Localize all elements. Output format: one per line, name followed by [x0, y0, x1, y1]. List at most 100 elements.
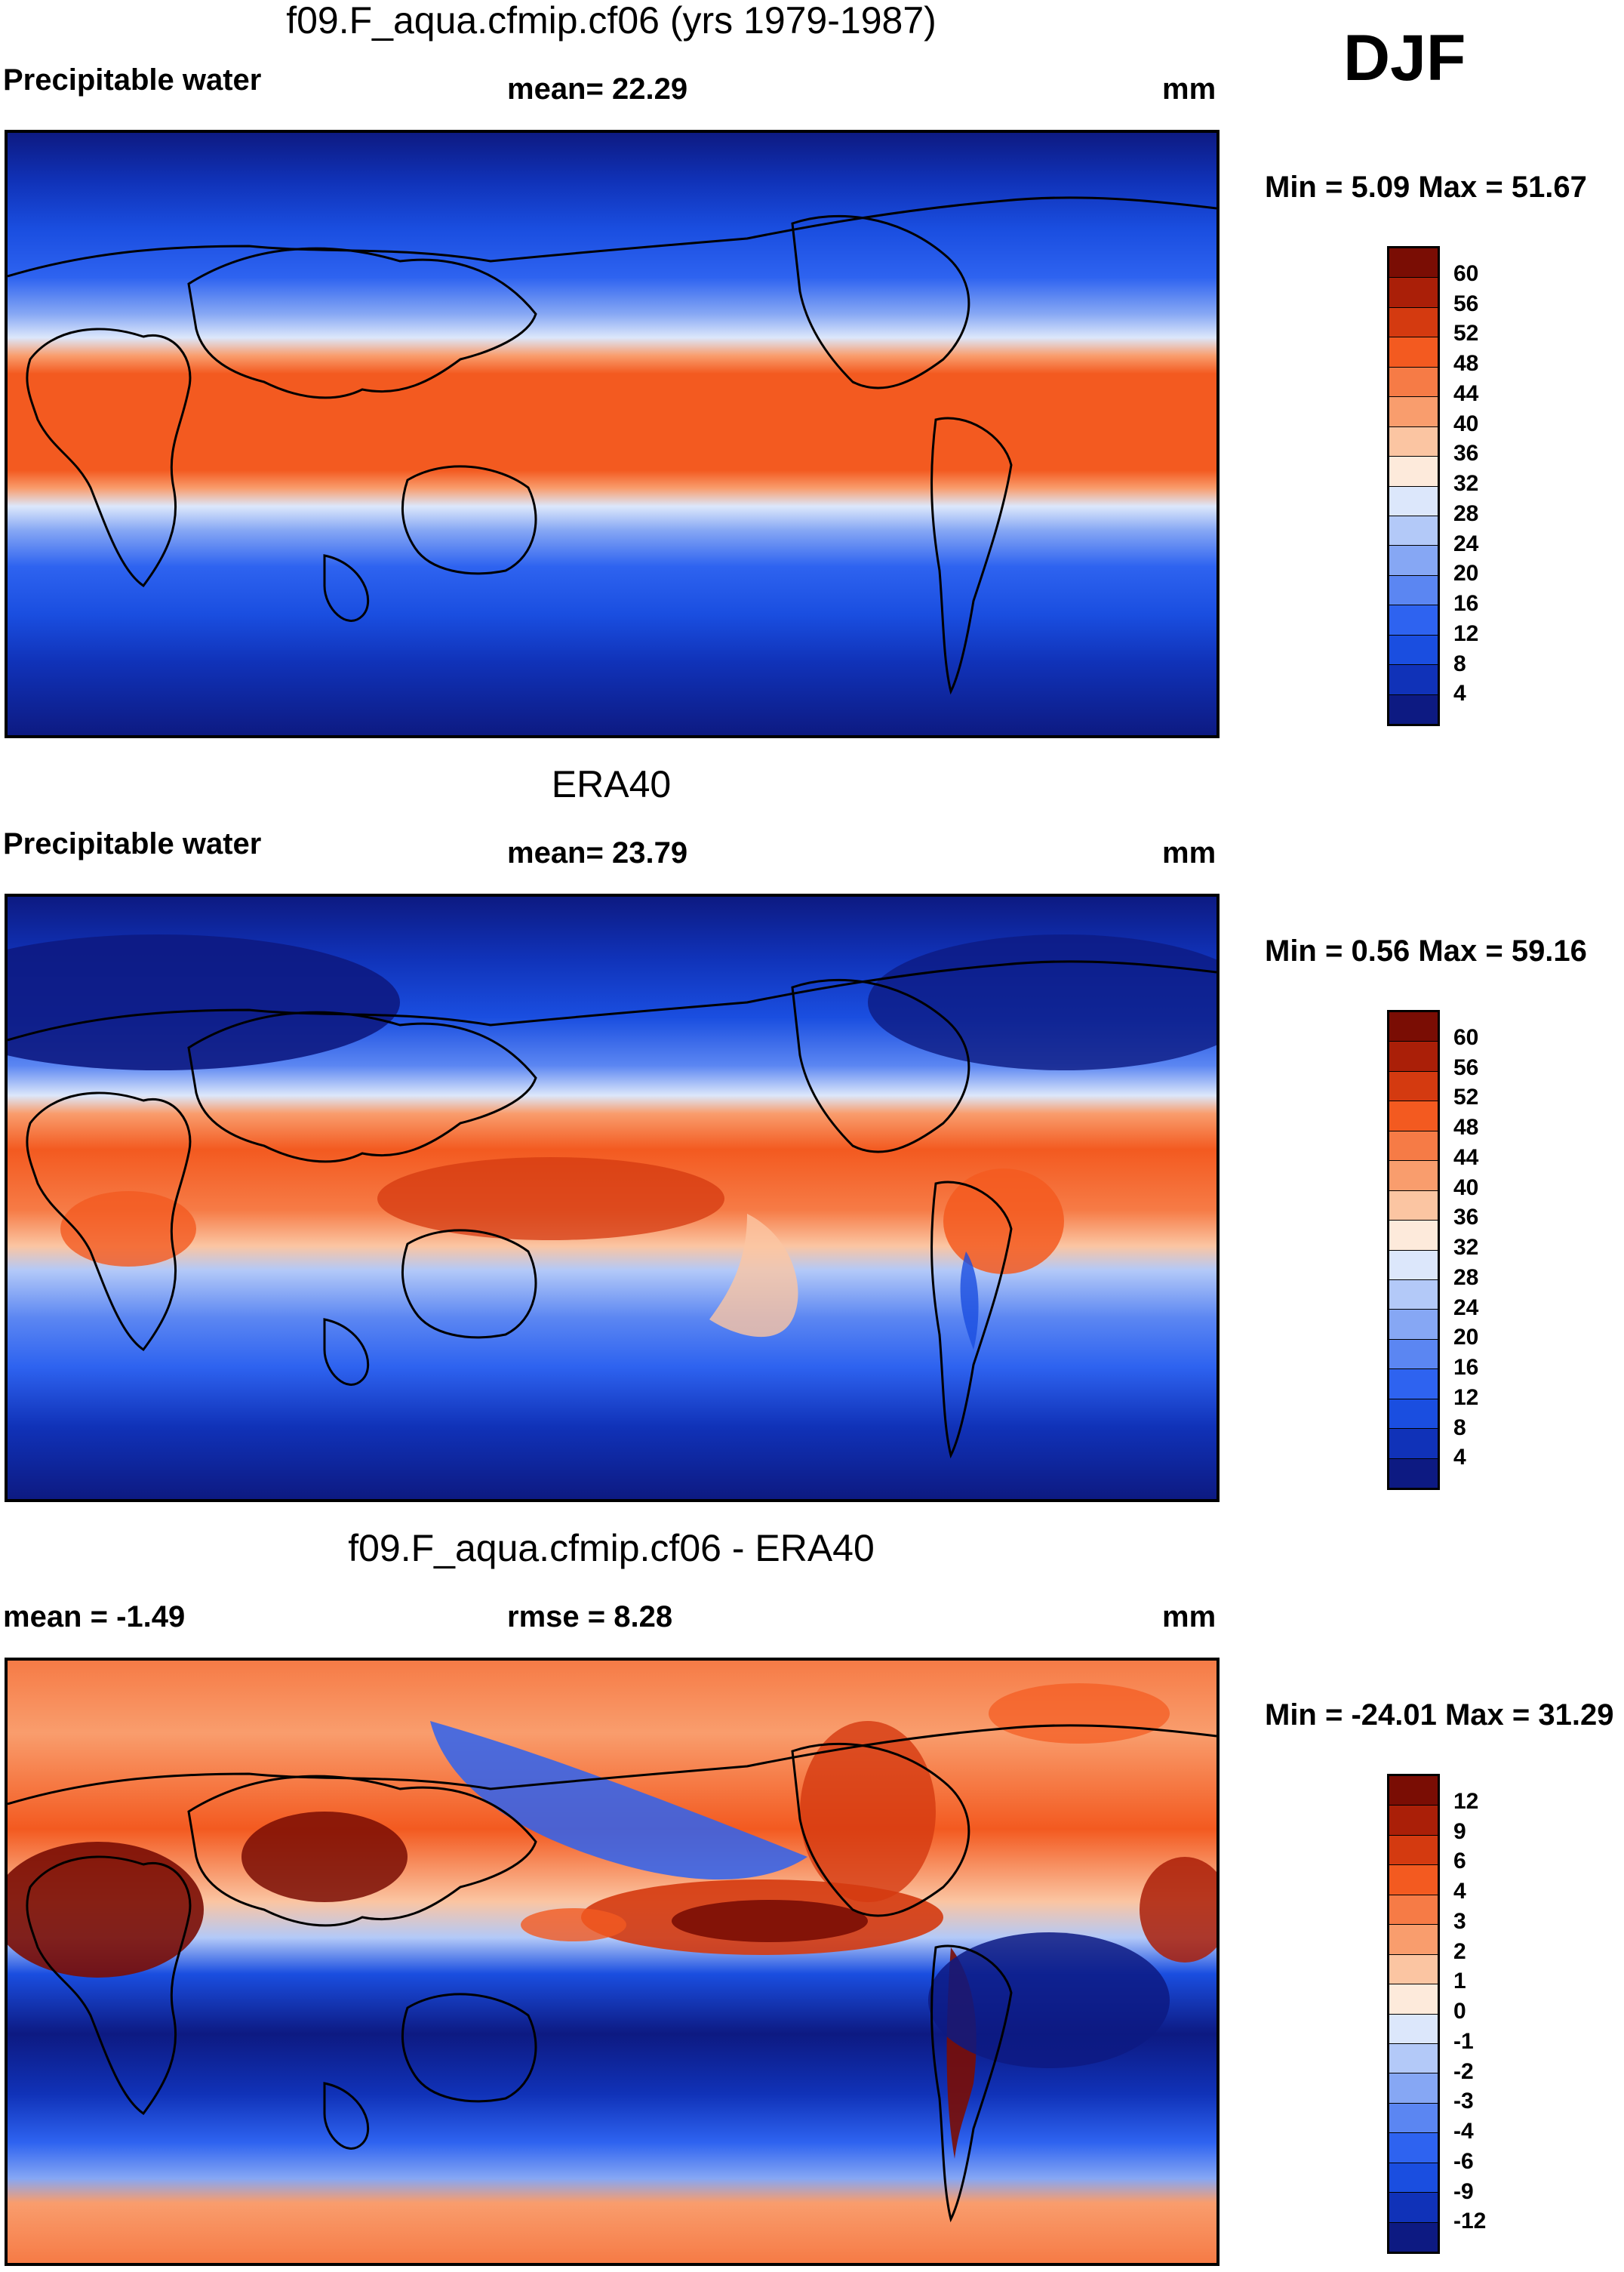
colorbar-segment	[1389, 278, 1438, 308]
panel-2-mean-label: mean= 23.79	[507, 836, 688, 870]
colorbar-segment	[1389, 1339, 1438, 1370]
panel-2-title: ERA40	[551, 763, 672, 805]
colorbar-tick-label: 28	[1453, 500, 1479, 526]
colorbar-tick-label: -4	[1453, 2119, 1474, 2144]
colorbar-segment	[1389, 337, 1438, 368]
colorbar-tick-label: -9	[1453, 2178, 1474, 2204]
panel-3-colorbar	[1387, 1774, 1440, 2254]
panel-2-colorbar	[1387, 1010, 1440, 1490]
colorbar-segment	[1389, 2193, 1438, 2223]
colorbar-tick-label: 12	[1453, 1384, 1479, 1410]
colorbar-segment	[1389, 516, 1438, 546]
colorbar-tick-label: 16	[1453, 591, 1479, 616]
colorbar-segment	[1389, 1954, 1438, 1985]
colorbar-tick-label: 48	[1453, 1115, 1479, 1140]
colorbar-segment	[1389, 1250, 1438, 1280]
colorbar-segment	[1389, 575, 1438, 606]
colorbar-tick-label: 24	[1453, 531, 1479, 556]
colorbar-segment	[1389, 2222, 1438, 2252]
colorbar-tick-label: -12	[1453, 2209, 1487, 2234]
colorbar-segment	[1389, 367, 1438, 398]
panel-3-map	[5, 1658, 1220, 2266]
colorbar-tick-label: 48	[1453, 351, 1479, 376]
colorbar-tick-label: 40	[1453, 411, 1479, 436]
colorbar-segment	[1389, 1865, 1438, 1895]
colorbar-tick-label: 40	[1453, 1174, 1479, 1200]
colorbar-segment	[1389, 2043, 1438, 2074]
colorbar-tick-label: 20	[1453, 561, 1479, 586]
panel-3-colorbar-labels: 12 9 6 4 3 2 1 0 -1 -2 -3 -4 -6 -9 -12	[1453, 1774, 1544, 2254]
colorbar-tick-label: -6	[1453, 2148, 1474, 2174]
colorbar-segment	[1389, 248, 1438, 279]
colorbar-tick-label: 12	[1453, 1788, 1479, 1814]
colorbar-tick-label: 56	[1453, 291, 1479, 316]
colorbar-tick-label: 60	[1453, 1024, 1479, 1050]
colorbar-segment	[1389, 546, 1438, 576]
panel-1-coastlines	[8, 196, 1216, 695]
panel-3-minmax-label: Min = -24.01 Max = 31.29	[1265, 1698, 1614, 1732]
panel-2-variable-label: Precipitable water	[3, 827, 262, 860]
colorbar-segment	[1389, 1806, 1438, 1836]
colorbar-segment	[1389, 2073, 1438, 2104]
colorbar-tick-label: 44	[1453, 380, 1479, 406]
colorbar-tick-label: 52	[1453, 321, 1479, 346]
colorbar-tick-label: -1	[1453, 2028, 1474, 2054]
colorbar-tick-label: 3	[1453, 1908, 1466, 1934]
colorbar-segment	[1389, 635, 1438, 666]
colorbar-tick-label: 44	[1453, 1144, 1479, 1170]
colorbar-tick-label: -2	[1453, 2058, 1474, 2084]
season-label: DJF	[1343, 22, 1466, 94]
colorbar-tick-label: 0	[1453, 1999, 1466, 2024]
colorbar-segment	[1389, 2103, 1438, 2134]
colorbar-segment	[1389, 1399, 1438, 1430]
colorbar-tick-label: 4	[1453, 1879, 1466, 1904]
panel-1-mean-label: mean= 22.29	[507, 72, 688, 106]
colorbar-tick-label: 2	[1453, 1938, 1466, 1964]
colorbar-tick-label: 8	[1453, 1415, 1466, 1440]
colorbar-tick-label: 36	[1453, 1205, 1479, 1230]
colorbar-tick-label: 16	[1453, 1355, 1479, 1380]
panel-2-colorbar-labels: 60 56 52 48 44 40 36 32 28 24 20 16 12 8 4	[1453, 1010, 1544, 1490]
colorbar-tick-label: 56	[1453, 1054, 1479, 1080]
colorbar-segment	[1389, 1012, 1438, 1042]
colorbar-segment	[1389, 1101, 1438, 1131]
panel-3-rmse-label: rmse = 8.28	[507, 1600, 673, 1633]
panel-2-units-label: mm	[1162, 836, 1216, 870]
colorbar-segment	[1389, 426, 1438, 457]
colorbar-segment	[1389, 307, 1438, 338]
colorbar-segment	[1389, 1042, 1438, 1072]
colorbar-tick-label: 12	[1453, 620, 1479, 646]
colorbar-tick-label: 36	[1453, 441, 1479, 466]
colorbar-tick-label: 28	[1453, 1264, 1479, 1290]
colorbar-segment	[1389, 1429, 1438, 1459]
colorbar-segment	[1389, 1310, 1438, 1340]
panel-1-variable-label: Precipitable water	[3, 63, 262, 97]
colorbar-tick-label: 32	[1453, 1235, 1479, 1260]
panel-3-mean-label: mean = -1.49	[3, 1600, 186, 1633]
colorbar-segment	[1389, 1984, 1438, 2015]
colorbar-segment	[1389, 1925, 1438, 1955]
colorbar-tick-label: -3	[1453, 2089, 1474, 2114]
colorbar-tick-label: 8	[1453, 651, 1466, 676]
panel-1-title: f09.F_aqua.cfmip.cf06 (yrs 1979-1987)	[286, 0, 937, 42]
panel-1-colorbar-labels: 60 56 52 48 44 40 36 32 28 24 20 16 12 8 4	[1453, 246, 1544, 726]
colorbar-segment	[1389, 605, 1438, 636]
colorbar-tick-label: 32	[1453, 471, 1479, 496]
colorbar-segment	[1389, 1279, 1438, 1310]
panel-1-minmax-label: Min = 5.09 Max = 51.67	[1265, 171, 1587, 204]
colorbar-segment	[1389, 2163, 1438, 2193]
colorbar-tick-label: 4	[1453, 1445, 1466, 1470]
colorbar-segment	[1389, 1776, 1438, 1806]
panel-1-map	[5, 130, 1220, 738]
panel-3-units-label: mm	[1162, 1600, 1216, 1633]
panel-1-units-label: mm	[1162, 72, 1216, 106]
colorbar-segment	[1389, 1895, 1438, 1926]
colorbar-segment	[1389, 1369, 1438, 1399]
panel-1-colorbar	[1387, 246, 1440, 726]
colorbar-segment	[1389, 1458, 1438, 1488]
colorbar-segment	[1389, 694, 1438, 724]
colorbar-segment	[1389, 457, 1438, 487]
colorbar-segment	[1389, 1190, 1438, 1221]
colorbar-segment	[1389, 486, 1438, 516]
panel-3-coastlines	[8, 1724, 1216, 2223]
